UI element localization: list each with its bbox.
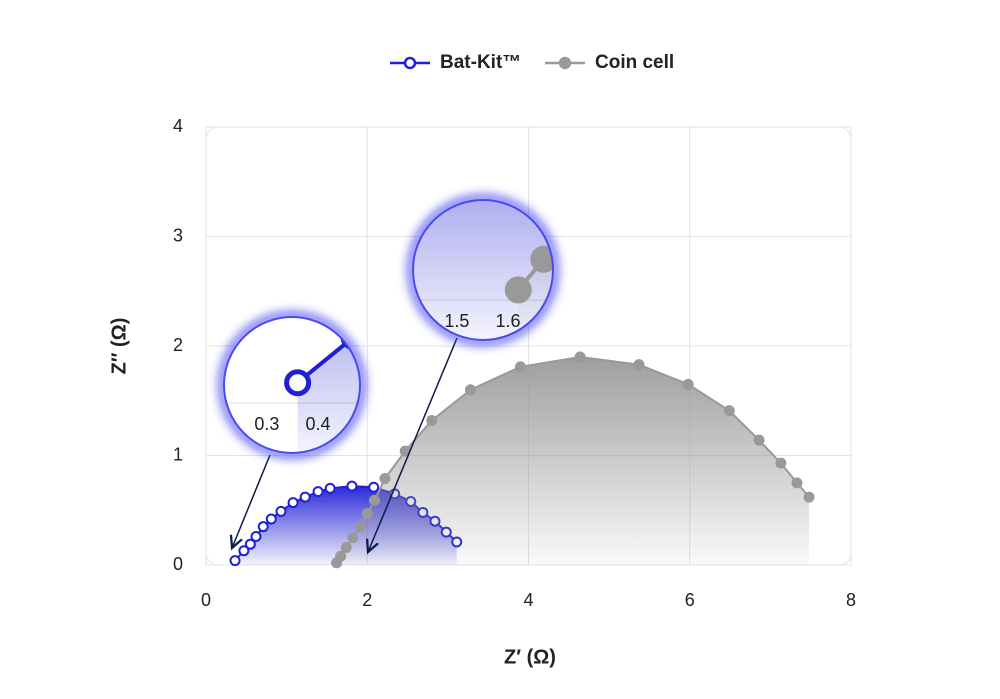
y-axis-label: Z″ (Ω) — [108, 318, 130, 375]
point — [369, 494, 381, 506]
x-tick-label: 6 — [685, 590, 695, 610]
point — [368, 481, 380, 493]
legend-marker — [403, 56, 417, 70]
y-tick-label: 4 — [173, 116, 183, 136]
point — [747, 0, 769, 10]
inset: 1.5 1.6 — [0, 0, 999, 340]
x-tick-label: 2 — [362, 590, 372, 610]
point — [791, 477, 803, 489]
point — [347, 532, 359, 544]
point — [93, 75, 115, 97]
point — [731, 76, 753, 98]
point — [931, 382, 953, 404]
point — [633, 359, 645, 371]
point — [354, 521, 366, 533]
point — [775, 457, 787, 469]
legend-label: Coin cell — [595, 52, 674, 73]
point — [803, 491, 815, 503]
point — [155, 39, 177, 61]
point — [977, 0, 999, 15]
point — [753, 434, 765, 446]
x-tick-label: 0 — [201, 590, 211, 610]
point — [379, 472, 391, 484]
point — [42, 110, 64, 132]
point — [250, 531, 262, 543]
point — [299, 491, 311, 503]
legend-marker — [558, 56, 572, 70]
point — [956, 351, 978, 373]
legend: Bat-Kit™ Coin cell — [390, 52, 674, 73]
point — [335, 550, 347, 562]
line — [942, 0, 1000, 393]
inset-tick-label: 0.4 — [306, 414, 331, 434]
y-tick-label: 3 — [173, 225, 183, 245]
point — [257, 521, 269, 533]
y-tick-label: 0 — [173, 554, 183, 574]
point — [530, 245, 553, 273]
point — [723, 405, 735, 417]
point — [340, 541, 352, 553]
inset-glow — [408, 195, 558, 345]
inset-border — [223, 316, 361, 454]
point — [312, 486, 324, 498]
point — [426, 414, 438, 426]
x-tick-label: 4 — [523, 590, 533, 610]
area — [336, 356, 810, 565]
point — [0, 156, 18, 178]
point — [504, 276, 532, 304]
inset-glow — [219, 312, 365, 458]
point — [655, 102, 677, 124]
y-tick-label: 1 — [173, 444, 183, 464]
point — [287, 497, 299, 509]
point — [464, 384, 476, 396]
inset-border — [412, 199, 554, 341]
point — [229, 555, 241, 567]
inset-arrow — [368, 337, 458, 552]
point — [682, 378, 694, 390]
point — [284, 369, 312, 397]
point — [701, 49, 723, 71]
x-tick-label: 8 — [846, 590, 856, 610]
area — [942, 0, 1000, 453]
point — [324, 482, 336, 494]
point — [244, 538, 256, 550]
inset-tick-label: 0.3 — [254, 414, 279, 434]
point — [514, 361, 526, 373]
point — [346, 480, 358, 492]
point — [275, 505, 287, 517]
inset-arrow — [232, 454, 271, 548]
point — [361, 508, 373, 520]
point — [574, 351, 586, 363]
inset-tick-label: 1.5 — [444, 311, 469, 331]
point — [265, 513, 277, 525]
point — [890, 36, 912, 58]
point — [813, 51, 835, 73]
legend-label: Bat-Kit™ — [440, 52, 521, 73]
y-tick-label: 2 — [173, 335, 183, 355]
point — [992, 311, 1000, 333]
plot — [229, 351, 815, 569]
x-axis-label: Z′ (Ω) — [504, 646, 556, 668]
inset-tick-label: 1.6 — [496, 311, 521, 331]
point — [231, 0, 253, 20]
